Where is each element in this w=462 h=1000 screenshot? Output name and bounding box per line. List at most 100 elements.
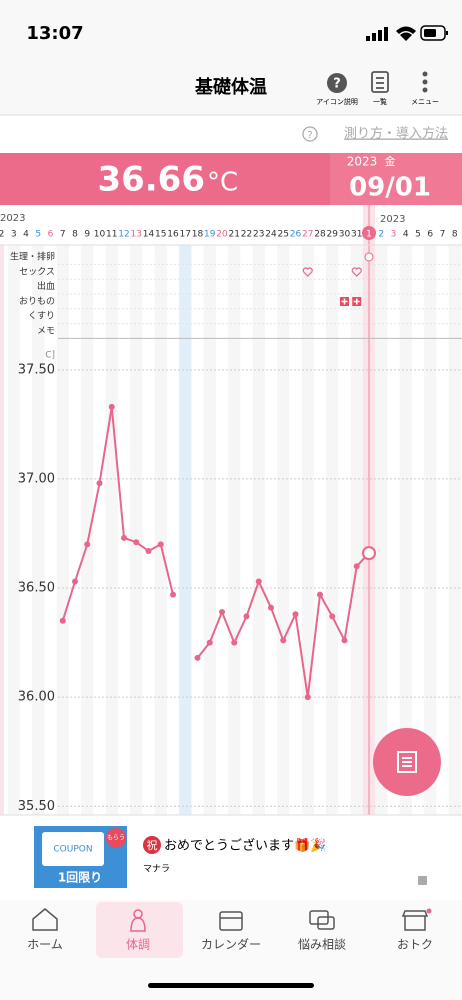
temperature-point [108, 403, 115, 410]
x-tick-label: 14 [143, 230, 155, 240]
x-tick-label: 31 [351, 230, 362, 240]
temperature-point [231, 639, 238, 646]
help-link[interactable]: 測り方・導入方法 [344, 126, 448, 142]
y-tick-label: 35.50 [18, 799, 55, 814]
temperature-point [329, 613, 336, 620]
symptom-label: くすり [28, 311, 55, 322]
home-indicator [148, 983, 314, 988]
x-tick-label: 7 [60, 230, 66, 240]
help-icon [302, 126, 318, 142]
x-tick-label: 18 [192, 230, 204, 240]
svg-text:?: ? [333, 77, 341, 92]
status-time: 13:07 [26, 23, 83, 44]
day-stripe [105, 245, 118, 815]
x-tick-label: 30 [339, 230, 351, 240]
x-tick-label: 7 [440, 230, 446, 240]
temperature-point [72, 578, 78, 585]
temperature-point [292, 611, 299, 618]
x-tick-label: 4 [23, 230, 29, 240]
temperature-point [304, 694, 311, 701]
temperature-line [61, 406, 174, 622]
tab-label[interactable]: 体調 [126, 938, 150, 952]
x-tick-label: 15 [155, 230, 166, 240]
temperature-point [194, 654, 201, 661]
day-stripe [252, 245, 265, 815]
today-year: 2023 [347, 155, 378, 169]
tab-label[interactable]: カレンダー [201, 937, 261, 952]
temperature-point [255, 578, 262, 585]
today-unit: °C [207, 168, 238, 198]
x-tick-label: 13 [131, 230, 142, 240]
help-icon-mark: ? [307, 130, 312, 141]
y-tick-label: 37.00 [18, 471, 55, 486]
ad-info[interactable] [418, 876, 427, 885]
icon-label: アイコン説明 [316, 97, 358, 106]
month-year-label: 2023 [380, 214, 405, 225]
day-stripe [7, 245, 20, 815]
today-temp: 36.66 [97, 160, 205, 200]
temperature-point-today [362, 546, 376, 561]
icon-label: 一覧 [373, 97, 387, 106]
status-icons [366, 25, 448, 41]
temperature-point [341, 637, 348, 644]
temperature-point [317, 591, 323, 598]
day-stripe [326, 245, 339, 815]
ad-icon: 祝 [147, 838, 158, 852]
symptom-label: 生理・排卵 [10, 251, 55, 263]
tab-label[interactable]: ホーム [27, 938, 63, 952]
tab-label[interactable]: 悩み相談 [298, 937, 346, 952]
temperature-point [59, 617, 66, 624]
x-tick-label: 22 [241, 230, 252, 240]
x-tick-label: 3 [391, 230, 397, 240]
x-tick-label: 12 [118, 230, 129, 240]
day-stripe [130, 245, 143, 815]
today-date: 09/01 [349, 173, 431, 203]
x-tick-label: 9 [84, 230, 90, 240]
x-tick-label: 5 [415, 230, 421, 240]
tab-badge [426, 908, 432, 914]
day-stripe [375, 245, 388, 815]
symptom-label: メモ [37, 327, 55, 337]
today-weekday: 金 [385, 154, 396, 168]
ad-brand: マナラ [143, 864, 170, 875]
day-stripe [56, 245, 69, 815]
symptom-label: セックス [19, 266, 55, 277]
x-tick-label: 11 [106, 230, 117, 240]
y-tick-label: 36.00 [18, 690, 55, 705]
temperature-point [280, 637, 287, 644]
temperature-point [84, 541, 91, 548]
x-tick-label: 20 [216, 230, 228, 240]
x-tick-label: 25 [278, 230, 289, 240]
temperature-point [268, 604, 274, 611]
icon-menu[interactable] [422, 71, 428, 93]
x-tick-label: 10 [94, 230, 106, 240]
x-tick-label: 17 [180, 230, 191, 240]
tab-label[interactable]: おトク [397, 938, 433, 952]
top-bar [0, 0, 462, 115]
chart: 2 3 4 5 6 7 8 9 10 11 12 13 14 15 16 17 18 19 20 21 22 23 24 25… [0, 205, 462, 815]
day-stripe [301, 245, 314, 815]
ad-icon-bg [143, 836, 161, 854]
coupon-badge [106, 828, 126, 848]
day-stripe [448, 245, 461, 815]
ad-message: おめでとうございます🎁🎉 [164, 838, 326, 854]
icon-list[interactable] [371, 71, 389, 93]
symptom-label: 出血 [37, 280, 55, 292]
day-stripe [203, 245, 216, 815]
day-stripe [32, 245, 45, 815]
left-strip [0, 245, 4, 815]
day-stripe [277, 245, 290, 815]
day-stripe [154, 245, 167, 815]
temperature-point [206, 639, 213, 646]
ovulation-column [179, 245, 192, 815]
coupon-limit: 1回限り [58, 870, 102, 885]
day-stripe [228, 245, 241, 815]
day-stripe [350, 245, 363, 815]
coupon-text: COUPON [53, 845, 92, 855]
temperature-point [243, 613, 250, 620]
temperature-point [157, 541, 164, 548]
icon-help[interactable]: ? [327, 73, 347, 93]
temperature-point [133, 539, 140, 546]
medicine-cross [353, 298, 360, 305]
